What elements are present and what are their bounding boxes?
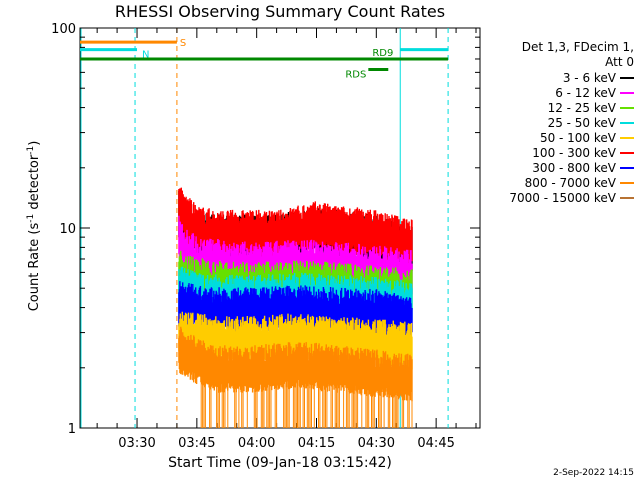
legend-entry-label: 100 - 300 keV bbox=[532, 145, 616, 160]
x-tick-label-0445: 04:45 bbox=[417, 436, 454, 451]
legend-entry-label: 50 - 100 keV bbox=[539, 130, 616, 145]
x-tick-label-0430: 04:30 bbox=[358, 436, 395, 451]
legend-swatch bbox=[620, 136, 634, 139]
legend-entry-3: 25 - 50 keV bbox=[484, 115, 634, 130]
legend-entry-label: 25 - 50 keV bbox=[547, 115, 616, 130]
series-trace-5 bbox=[178, 281, 413, 340]
flag-label-n-1: N bbox=[142, 50, 149, 61]
legend-entry-6: 300 - 800 keV bbox=[484, 160, 634, 175]
legend-entry-1: 6 - 12 keV bbox=[484, 85, 634, 100]
y-tick-label-100: 100 bbox=[51, 22, 76, 37]
legend-entry-4: 50 - 100 keV bbox=[484, 130, 634, 145]
legend-entry-label: 3 - 6 keV bbox=[562, 70, 616, 85]
legend-entry-0: 3 - 6 keV bbox=[484, 70, 634, 85]
legend-entry-label: 800 - 7000 keV bbox=[524, 175, 616, 190]
legend-header: Det 1,3, FDecim 1, Att 0 bbox=[484, 40, 634, 70]
series-800-7000keV bbox=[178, 326, 413, 428]
x-axis-label: Start Time (09-Jan-18 03:15:42) bbox=[168, 455, 392, 471]
legend-entry-5: 100 - 300 keV bbox=[484, 145, 634, 160]
legend-header-line-2: Att 0 bbox=[605, 55, 634, 69]
legend-swatch bbox=[620, 121, 634, 124]
legend-entry-label: 12 - 25 keV bbox=[547, 100, 616, 115]
legend-swatch bbox=[620, 166, 634, 169]
series-dropouts bbox=[200, 372, 413, 428]
footer-date: 2-Sep-2022 14:15 bbox=[553, 468, 634, 478]
x-tick-label-0400: 04:00 bbox=[238, 436, 275, 451]
legend-entry-7: 800 - 7000 keV bbox=[484, 175, 634, 190]
series-trace-7 bbox=[178, 326, 413, 402]
legend-entry-2: 12 - 25 keV bbox=[484, 100, 634, 115]
y-axis-label-sup1: -1 bbox=[25, 213, 36, 223]
series-300-800keV bbox=[178, 281, 413, 340]
flag-label-s-0: S bbox=[180, 38, 186, 49]
y-tick-label-10: 10 bbox=[59, 222, 76, 237]
legend-header-line-1: Det 1,3, FDecim 1, bbox=[521, 40, 634, 54]
legend-entries: 3 - 6 keV 6 - 12 keV 12 - 25 keV 25 - 50 ke… bbox=[484, 70, 634, 205]
series-100-300keV bbox=[178, 187, 413, 264]
legend-entry-label: 6 - 12 keV bbox=[555, 85, 616, 100]
y-axis-label-mid: detector bbox=[27, 154, 43, 214]
flag-label-rd9-3: RD9 bbox=[372, 48, 393, 59]
y-axis-label-sup2: -1 bbox=[25, 145, 36, 155]
legend-entry-8: 7000 - 15000 keV bbox=[484, 190, 634, 205]
legend-swatch bbox=[620, 151, 634, 154]
legend-swatch bbox=[620, 106, 634, 109]
y-axis-label-main: Count Rate (s bbox=[27, 222, 43, 312]
legend-entry-label: 7000 - 15000 keV bbox=[509, 190, 616, 205]
x-tick-label-0345: 03:45 bbox=[178, 436, 215, 451]
legend-swatch bbox=[620, 91, 634, 94]
legend-swatch bbox=[620, 76, 634, 79]
y-axis-label-end: ) bbox=[27, 140, 43, 146]
legend: Det 1,3, FDecim 1, Att 0 3 - 6 keV 6 - 12… bbox=[484, 40, 634, 205]
y-axis-label: Count Rate (s-1 detector-1) bbox=[26, 141, 42, 312]
x-tick-label-0415: 04:15 bbox=[298, 436, 335, 451]
legend-swatch bbox=[620, 196, 634, 199]
legend-swatch bbox=[620, 181, 634, 184]
chart-title: RHESSI Observing Summary Count Rates bbox=[114, 2, 446, 21]
flag-label-rds-4: RDS bbox=[345, 70, 366, 81]
legend-entry-label: 300 - 800 keV bbox=[532, 160, 616, 175]
series-trace-1 bbox=[178, 187, 413, 264]
y-tick-label-1: 1 bbox=[68, 422, 76, 437]
x-tick-label-0330: 03:30 bbox=[118, 436, 155, 451]
